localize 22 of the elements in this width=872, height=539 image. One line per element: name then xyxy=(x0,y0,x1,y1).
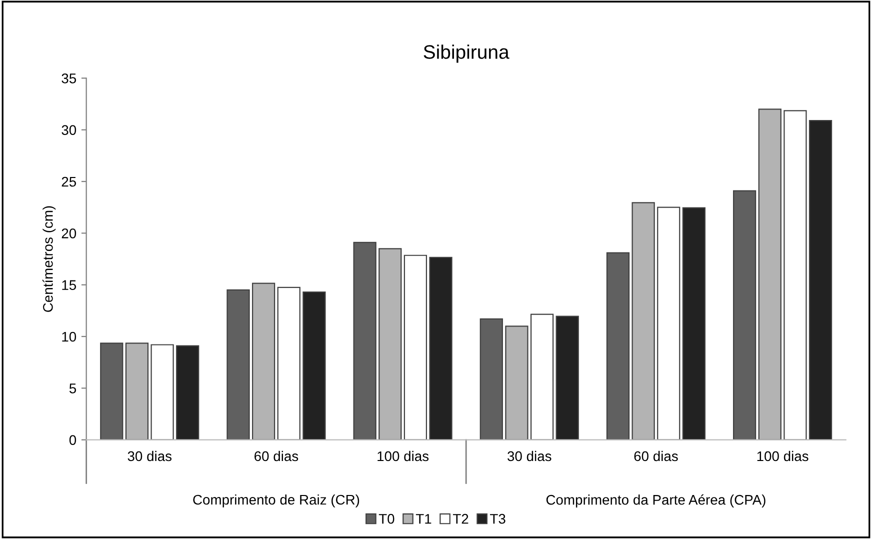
x-tick-label: 100 dias xyxy=(378,450,429,462)
text: Comprimento da Parte Aérea (CPA) xyxy=(546,494,766,508)
x-tick-label: 60 dias xyxy=(634,450,678,462)
y-tick-label: 15 xyxy=(62,280,76,290)
y-tick-label: 0 xyxy=(69,435,76,445)
legend-label: T1 xyxy=(416,514,432,524)
y-tick-label: 25 xyxy=(62,176,76,187)
y-tick-label: 35 xyxy=(62,73,76,84)
y-tick-label: 20 xyxy=(62,228,76,238)
legend-label: T0 xyxy=(378,514,394,524)
x-tick-label: 100 dias xyxy=(757,450,808,462)
chart-title: Sibipiruna xyxy=(424,44,510,63)
y-tick-label: 30 xyxy=(62,125,76,135)
legend-label: T3 xyxy=(490,514,506,524)
legend-label: T2 xyxy=(452,514,468,524)
x-tick-label: 30 dias xyxy=(508,450,552,462)
x-tick-label: 60 dias xyxy=(254,450,298,462)
y-tick-label: 5 xyxy=(69,384,76,394)
y-axis-title: Centímetros (cm) xyxy=(42,206,56,312)
x-tick-label: 30 dias xyxy=(128,450,172,462)
text: Comprimento de Raiz (CR) xyxy=(193,494,360,508)
y-tick-label: 10 xyxy=(62,332,76,342)
